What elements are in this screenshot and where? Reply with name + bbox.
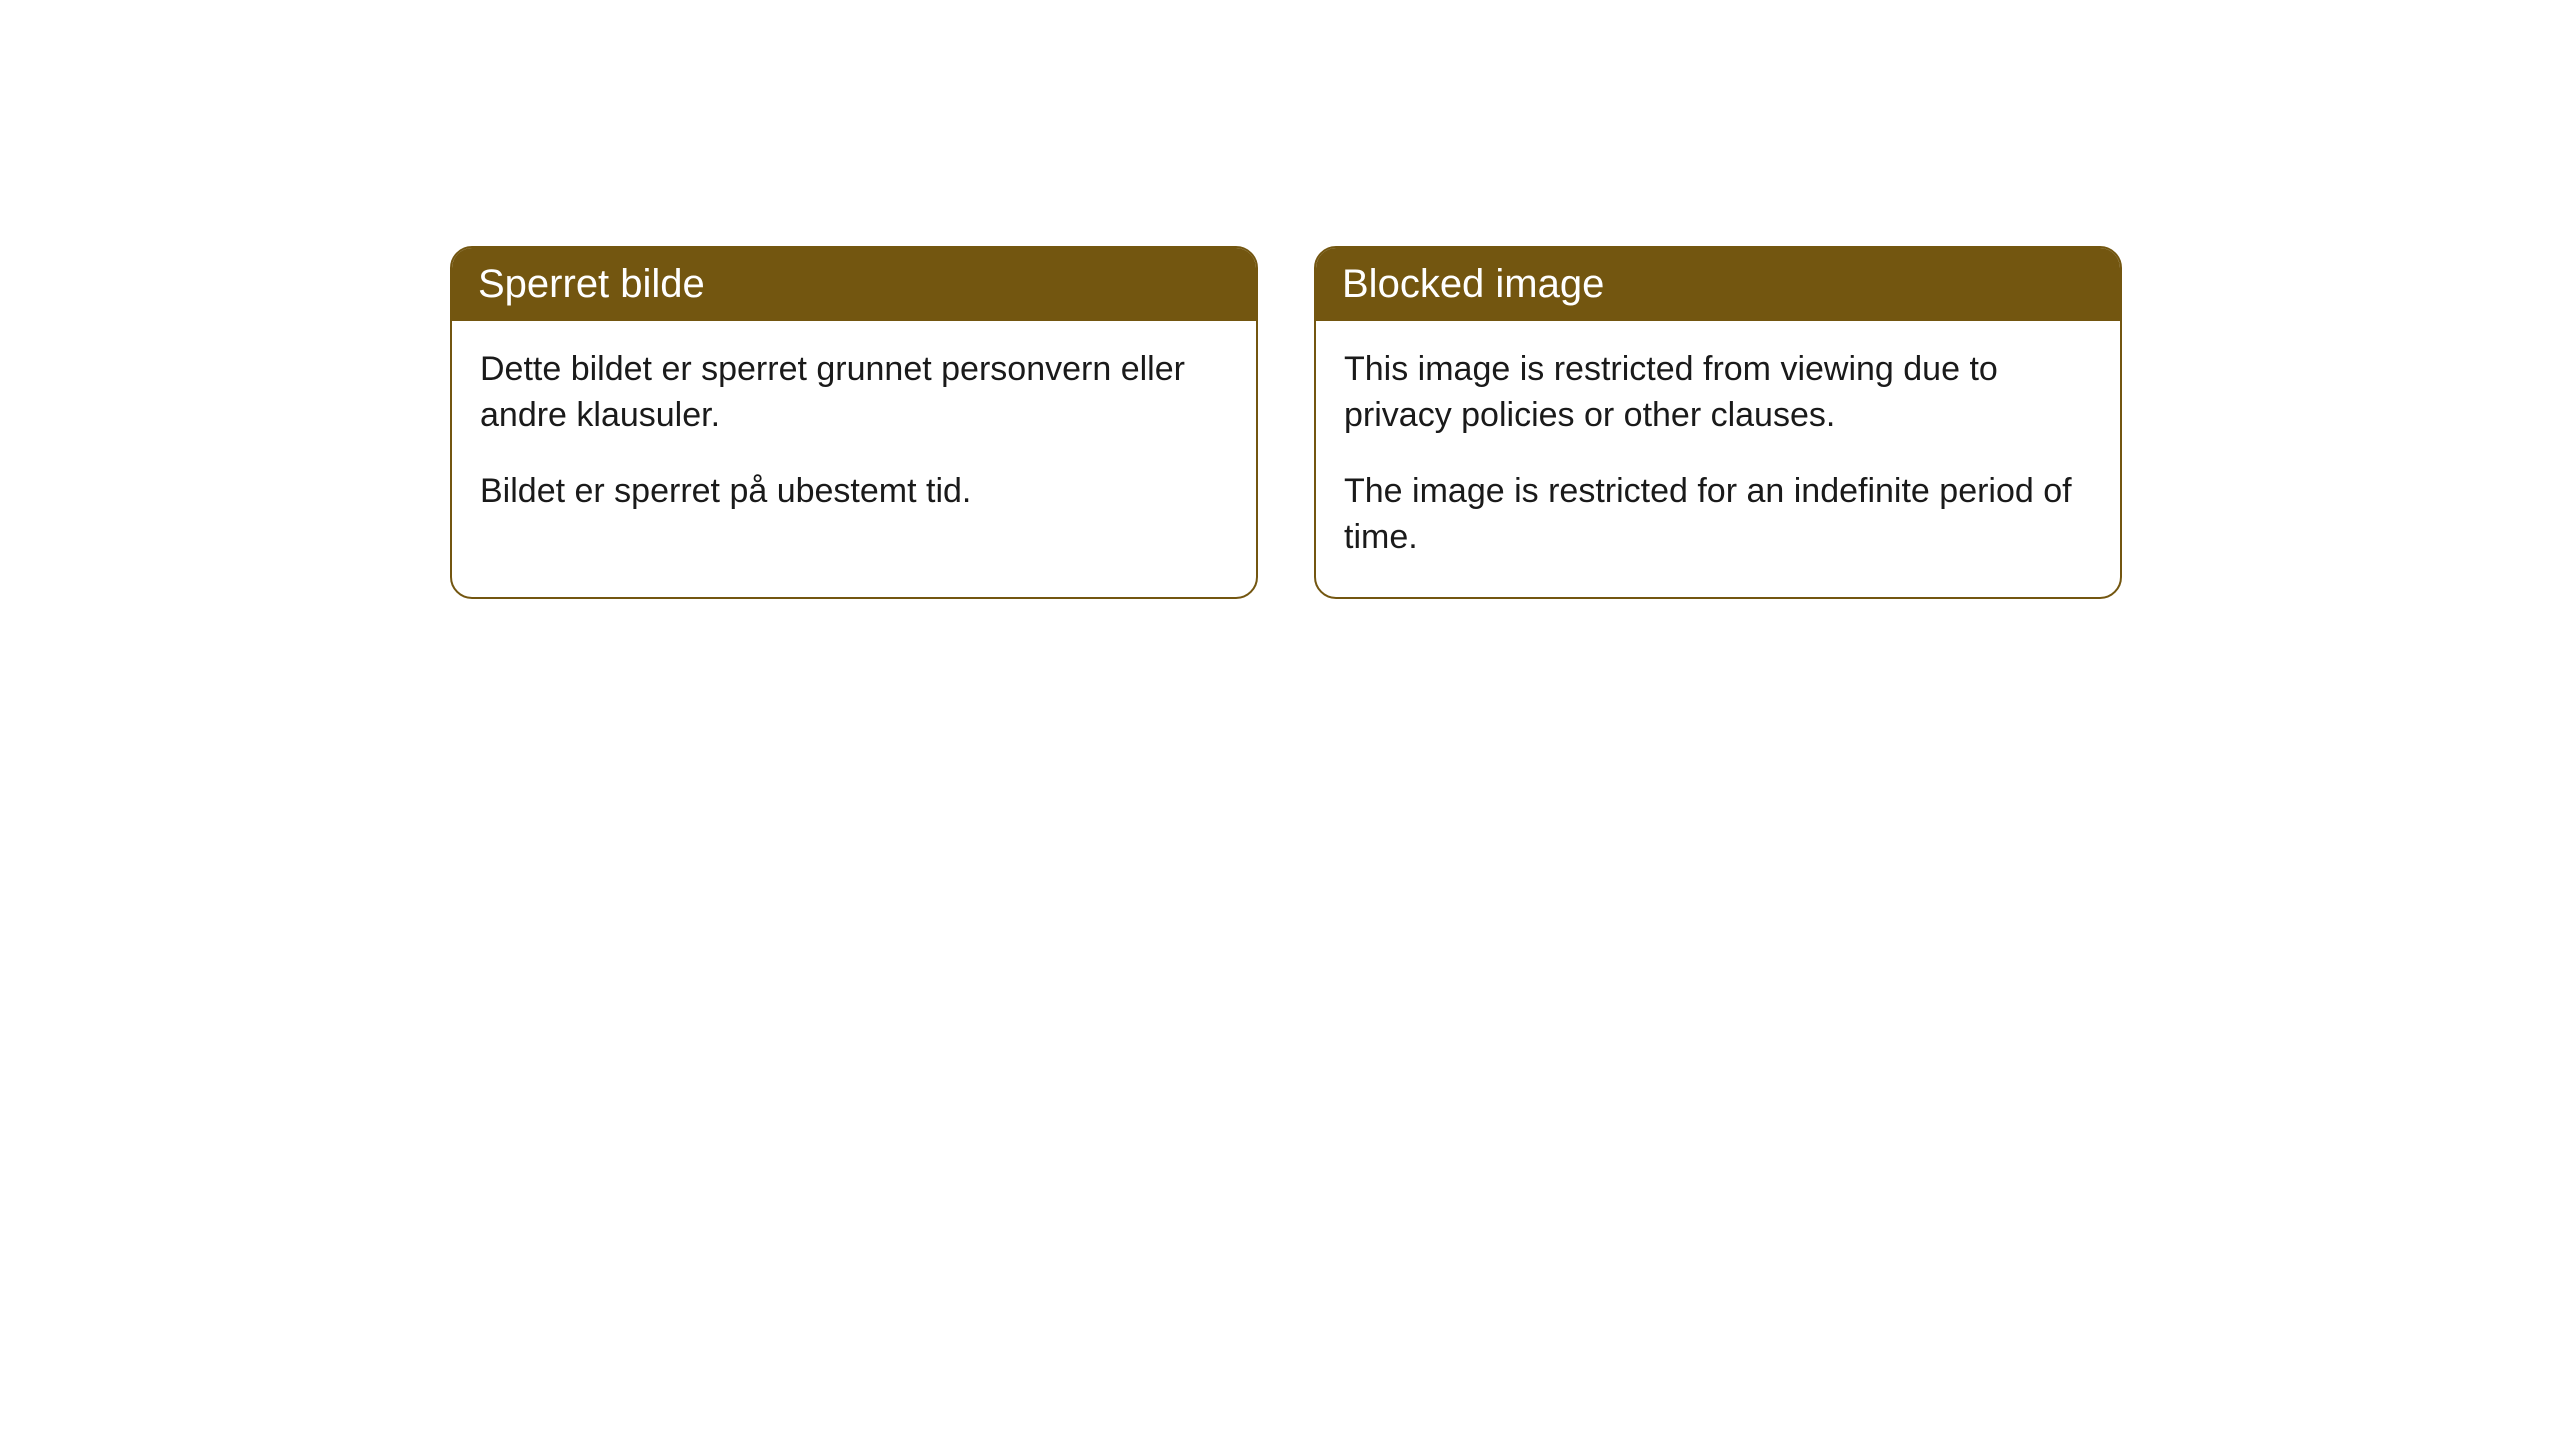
blocked-image-card-en: Blocked image This image is restricted f…: [1314, 246, 2122, 599]
card-text-en-2: The image is restricted for an indefinit…: [1344, 469, 2092, 561]
card-text-no-1: Dette bildet er sperret grunnet personve…: [480, 347, 1228, 439]
card-title-no: Sperret bilde: [478, 262, 705, 306]
card-title-en: Blocked image: [1342, 262, 1604, 306]
card-body-no: Dette bildet er sperret grunnet personve…: [452, 321, 1256, 551]
card-header-en: Blocked image: [1316, 248, 2120, 321]
notice-container: Sperret bilde Dette bildet er sperret gr…: [450, 246, 2122, 599]
card-header-no: Sperret bilde: [452, 248, 1256, 321]
card-text-no-2: Bildet er sperret på ubestemt tid.: [480, 469, 1228, 515]
card-body-en: This image is restricted from viewing du…: [1316, 321, 2120, 597]
blocked-image-card-no: Sperret bilde Dette bildet er sperret gr…: [450, 246, 1258, 599]
card-text-en-1: This image is restricted from viewing du…: [1344, 347, 2092, 439]
